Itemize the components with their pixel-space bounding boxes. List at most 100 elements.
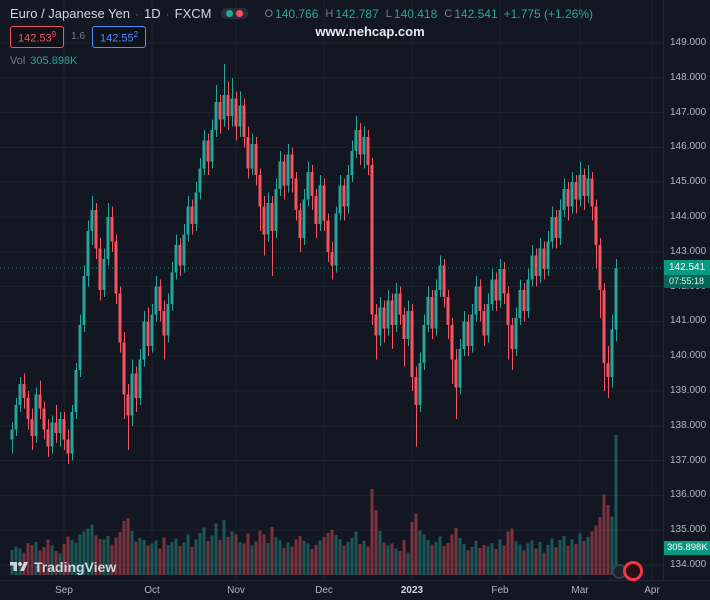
candle-body: [182, 234, 186, 266]
volume-bar: [542, 552, 546, 575]
volume-bar: [346, 542, 350, 575]
volume-bar: [130, 531, 134, 575]
volume-bar: [466, 549, 470, 575]
candle-body: [286, 154, 290, 186]
candle-body: [206, 140, 210, 162]
candle-body: [534, 255, 538, 277]
candle-body: [270, 203, 274, 231]
candle-body: [542, 248, 546, 270]
volume-bar: [558, 539, 562, 575]
exchange-label[interactable]: FXCM: [174, 6, 212, 21]
time-tick-label: Mar: [571, 585, 589, 596]
volume-bar: [258, 530, 262, 575]
buy-button[interactable]: 142.552: [92, 26, 147, 48]
volume-bar: [474, 541, 478, 575]
volume-bar: [54, 551, 58, 575]
volume-bar: [582, 541, 586, 575]
price-tick-label: 144.000: [670, 211, 707, 222]
volume-bar: [174, 538, 178, 575]
buy-price: 142.55: [100, 32, 134, 45]
volume-bar: [362, 541, 366, 575]
symbol-title[interactable]: Euro / Japanese Yen: [10, 6, 130, 21]
candle-body: [346, 175, 350, 207]
time-axis[interactable]: Sep Oct Nov Dec 2023 Feb Mar Apr: [0, 580, 710, 600]
volume-bar: [478, 547, 482, 575]
volume-bar: [530, 540, 534, 575]
interval-label[interactable]: 1D: [144, 6, 161, 21]
candle-body: [138, 359, 142, 398]
candle-body: [578, 175, 582, 200]
volume-bar: [146, 545, 150, 575]
volume-bar: [38, 550, 42, 575]
volume-bar: [110, 544, 114, 575]
candle-body: [194, 192, 198, 224]
price-tick-label: 148.000: [670, 71, 707, 83]
candle-body: [510, 324, 514, 350]
red-dot-icon: [236, 10, 244, 17]
candle-body: [94, 210, 98, 249]
time-tick-label: Oct: [144, 585, 160, 596]
volume-bar: [102, 539, 106, 575]
candle-body: [110, 217, 114, 242]
volume-bar: [486, 546, 490, 575]
record-indicator[interactable]: [610, 560, 646, 582]
candle-body: [10, 429, 14, 440]
candlestick-chart[interactable]: [0, 0, 663, 580]
volume-bar: [314, 544, 318, 575]
candle-body: [230, 98, 234, 117]
low-value: 140.418: [393, 6, 438, 21]
candle-body: [302, 199, 306, 238]
candle-body: [82, 276, 86, 325]
tradingview-logo-text: TradingView: [34, 559, 117, 575]
volume-bar: [370, 488, 374, 575]
time-tick-label: Feb: [491, 585, 509, 596]
price-axis[interactable]: 142.541 07:55:18 305.898K 134.000 135.000…: [663, 0, 710, 580]
volume-bar: [430, 544, 434, 575]
sell-button[interactable]: 142.539: [10, 26, 65, 48]
time-tick-label: Nov: [227, 585, 245, 596]
price-tick-label: 140.000: [670, 350, 707, 362]
candle-body: [366, 136, 370, 165]
candle-body: [490, 279, 494, 304]
bar-countdown: 07:55:18: [664, 274, 710, 288]
volume-bar: [70, 540, 74, 575]
candle-body: [470, 314, 474, 346]
price-tick-label: 139.000: [670, 385, 707, 396]
candle-body: [126, 394, 130, 416]
volume-bar: [442, 546, 446, 575]
candle-body: [550, 217, 554, 242]
candle-body: [554, 217, 558, 238]
buy-pip-digit: 2: [133, 30, 139, 39]
candle-body: [238, 105, 242, 127]
volume-bar: [282, 547, 286, 575]
sell-price: 142.53: [18, 32, 52, 45]
buy-sell-toggle[interactable]: [221, 8, 249, 19]
separator: ·: [165, 6, 170, 21]
volume-bar: [458, 537, 462, 575]
open-label: O: [264, 7, 274, 20]
candle-body: [266, 203, 270, 235]
volume-bar: [390, 543, 394, 575]
volume-bar: [18, 548, 22, 575]
volume-bar: [306, 543, 310, 575]
tradingview-logo[interactable]: TradingView: [10, 559, 116, 575]
volume-bar: [394, 548, 398, 575]
ohlc-values: O 140.766 H 142.787 L 140.418 C 142.541 +1.7…: [257, 7, 593, 21]
volume-bar: [386, 545, 390, 575]
volume-bar: [462, 543, 466, 575]
candle-body: [438, 265, 442, 291]
candle-body: [478, 286, 482, 311]
record-ring-icon: [623, 561, 643, 581]
price-tick-label: 135.000: [670, 524, 707, 536]
volume-bar: [34, 542, 38, 575]
volume-bar: [266, 542, 270, 575]
candle-body: [222, 95, 226, 120]
volume-bar: [30, 544, 34, 575]
candle-body: [562, 189, 566, 211]
candle-body: [162, 310, 166, 336]
volume-bar: [438, 536, 442, 575]
candle-body: [142, 321, 146, 360]
volume-bar: [158, 548, 162, 575]
candle-body: [298, 210, 302, 238]
volume-bar: [106, 536, 110, 575]
